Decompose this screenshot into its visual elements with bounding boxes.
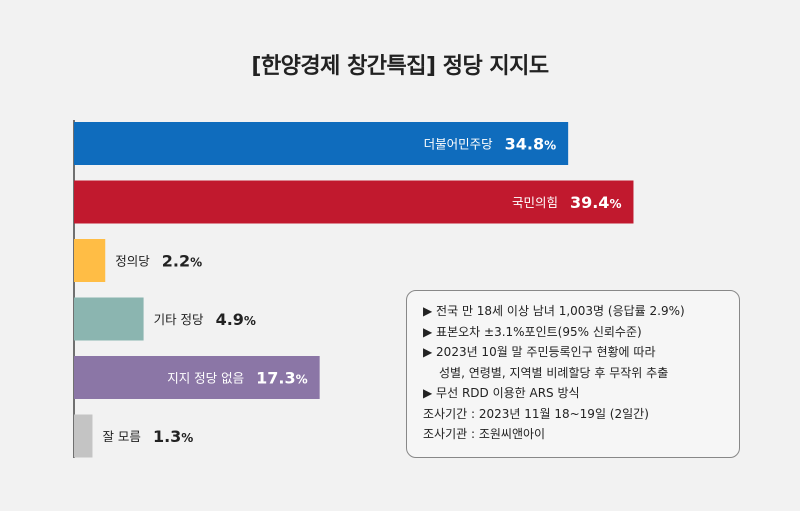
note-line: ▶ 표본오차 ±3.1%포인트(95% 신뢰수준) (423, 324, 642, 339)
note-line: ▶ 전국 만 18세 이상 남녀 1,003명 (응답률 2.9%) (423, 304, 685, 318)
bar-category-label: 지지 정당 없음 (167, 371, 244, 386)
bar-value-label: 1.3% (153, 427, 193, 446)
bar-2 (74, 239, 106, 282)
chart-title: [한양경제 창간특집] 정당 지지도 (251, 54, 549, 79)
bar-value-label: 34.8% (505, 135, 557, 154)
note-line: 조사기관 : 조원씨앤아이 (423, 427, 546, 441)
bar-4 (74, 356, 320, 399)
bar-5 (74, 414, 93, 458)
bar-category-label: 정의당 (115, 254, 150, 269)
bar-value-label: 39.4% (570, 193, 622, 212)
bar-category-label: 더불어민주당 (424, 137, 494, 152)
bar-category-label: 국민의힘 (512, 195, 558, 210)
bar-3 (74, 297, 144, 341)
bar-category-label: 잘 모름 (102, 429, 140, 444)
bar-1 (74, 180, 634, 224)
note-line: ▶ 2023년 10월 말 주민등록인구 현황에 따라 (423, 345, 656, 359)
bar-value-label: 4.9% (216, 310, 256, 329)
bar-value-label: 2.2% (162, 252, 202, 271)
bar-category-label: 기타 정당 (154, 312, 204, 327)
survey-info-box: ▶ 전국 만 18세 이상 남녀 1,003명 (응답률 2.9%) ▶ 표본오… (406, 290, 740, 458)
bar-0 (74, 122, 569, 165)
bar-value-label: 17.3% (256, 369, 308, 388)
note-line: ▶ 무선 RDD 이용한 ARS 방식 (423, 386, 580, 400)
note-line: 조사기간 : 2023년 11월 18~19일 (2일간) (423, 406, 649, 421)
note-line: 성별, 연령별, 지역별 비례할당 후 무작위 추출 (439, 365, 669, 380)
